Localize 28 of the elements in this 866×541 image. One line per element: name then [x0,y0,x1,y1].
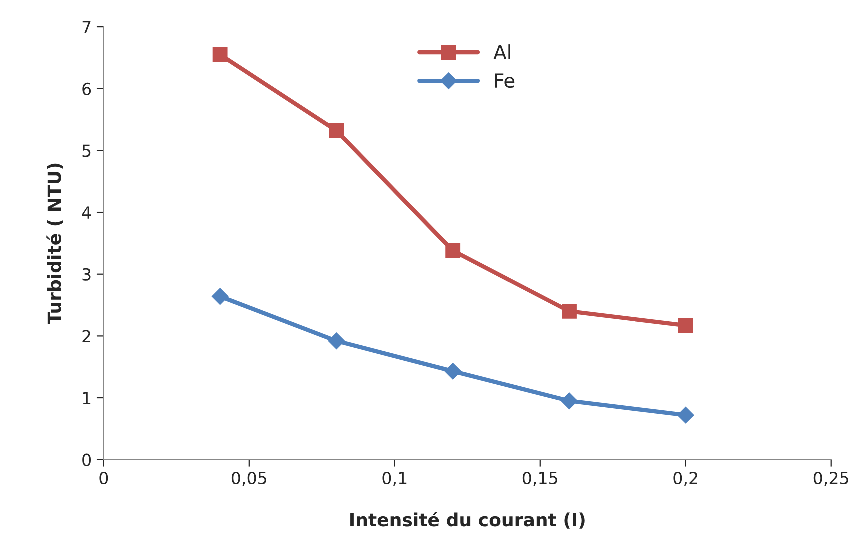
point [446,243,461,258]
y-tick-label: 6 [82,82,92,96]
y-tick-label: 2 [82,330,90,343]
y-axis-title: Turbidité ( NTU) [46,164,64,325]
x-tick-label: 0,25 [814,472,848,486]
x-tick-label: 0,2 [674,472,698,486]
y-tick-label: 5 [82,144,91,158]
y-tick-label: 1 [83,392,91,404]
y-tick-label: 7 [82,21,91,34]
point [212,288,229,305]
point [678,318,694,334]
point [444,363,462,380]
point [212,47,228,62]
point [329,123,344,138]
y-tick-label: 4 [82,206,92,219]
point [561,392,578,410]
x-axis-title: Intensité du courant (I) [350,512,585,529]
legend-label: Fe [495,74,515,88]
x-tick-label: 0,1 [382,472,407,486]
legend-label: Al [494,44,510,60]
point [677,406,694,424]
x-tick-label: 0 [100,472,108,485]
point [562,304,577,319]
y-tick-label: 3 [82,268,91,281]
y-tick-label: 0 [82,454,92,466]
x-tick-label: 0,05 [232,472,267,486]
x-tick-label: 0,15 [522,472,558,486]
point [328,332,346,350]
